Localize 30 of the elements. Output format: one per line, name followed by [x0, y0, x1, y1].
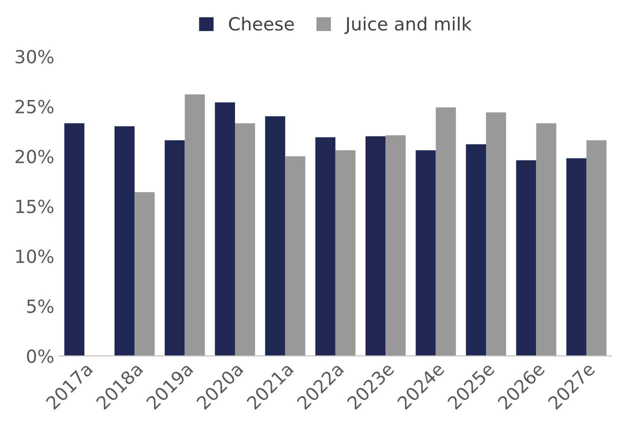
- bar: [586, 140, 606, 356]
- bar: [436, 107, 456, 356]
- bar: [536, 123, 556, 356]
- y-tick-label: 25%: [16, 100, 54, 114]
- y-tick-label: 20%: [16, 150, 54, 164]
- bar: [64, 123, 84, 356]
- bar: [265, 116, 286, 356]
- y-tick-label: 15%: [16, 200, 54, 214]
- y-tick-label: 10%: [16, 250, 54, 264]
- bar: [164, 140, 185, 356]
- bar: [486, 112, 506, 356]
- bar: [416, 150, 436, 356]
- legend-label: Cheese: [229, 16, 294, 31]
- bar: [114, 126, 135, 356]
- bar: [566, 158, 586, 356]
- bar: [315, 137, 336, 356]
- bar: [516, 160, 536, 356]
- bar: [335, 150, 356, 356]
- bar: [366, 136, 386, 356]
- bar: [234, 123, 256, 356]
- bar: [134, 192, 155, 356]
- bar: [285, 156, 306, 356]
- bar: [214, 102, 235, 356]
- y-tick-label: 0%: [26, 349, 54, 363]
- bar: [386, 135, 406, 356]
- legend-label: Juice and milk: [344, 16, 472, 34]
- y-tick-label: 30%: [16, 50, 54, 64]
- y-tick-label: 5%: [27, 299, 54, 314]
- bar: [466, 144, 486, 356]
- bar: [184, 94, 205, 356]
